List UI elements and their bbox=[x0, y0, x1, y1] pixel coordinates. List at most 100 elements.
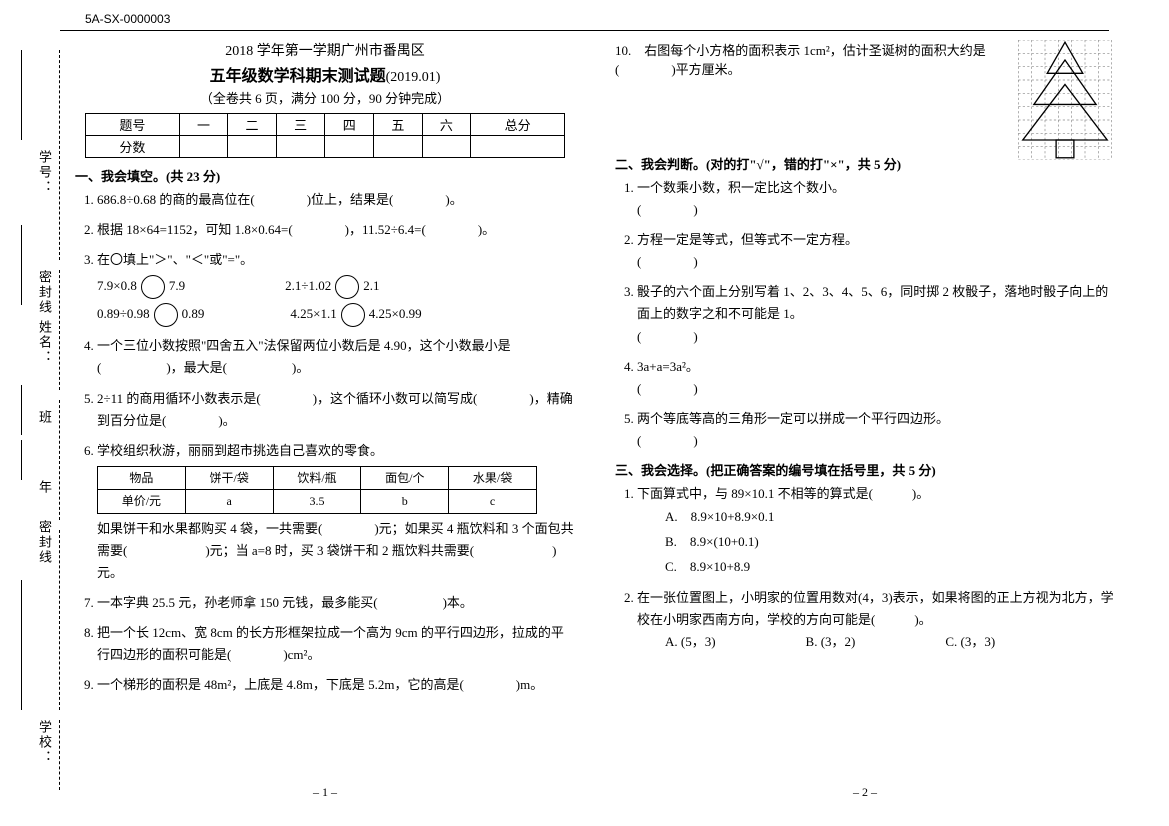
cell: 饼干/袋 bbox=[185, 466, 273, 489]
choice-c: C. 8.9×10+8.9 bbox=[665, 555, 1115, 580]
binding-margin: 学号： 密封线 姓名： 班 年 密封线 学校： bbox=[15, 40, 65, 806]
table-row: 题号 一 二 三 四 五 六 总分 bbox=[86, 114, 565, 136]
q8: 把一个长 12cm、宽 8cm 的长方形框架拉成一个高为 9cm 的平行四边形，… bbox=[97, 622, 575, 666]
cell: 总分 bbox=[471, 114, 565, 136]
q10-text: 右图每个小方格的面积表示 1cm²，估计圣诞树的面积大约是( )平方厘米。 bbox=[615, 43, 986, 77]
title-main: 五年级数学科期末测试题 bbox=[210, 68, 386, 85]
page-number-2: – 2 – bbox=[615, 785, 1115, 800]
tree-figure bbox=[1015, 40, 1115, 160]
judge-paren[interactable]: ( ) bbox=[637, 430, 1115, 452]
goods-table: 物品 饼干/袋 饮料/瓶 面包/个 水果/袋 单价/元 a 3.5 b c bbox=[97, 466, 537, 514]
judge-paren[interactable]: ( ) bbox=[637, 251, 1115, 273]
cell: b bbox=[361, 490, 449, 513]
q10: 10. 右图每个小方格的面积表示 1cm²，估计圣诞树的面积大约是( )平方厘米… bbox=[615, 40, 995, 78]
page-number-1: – 1 – bbox=[75, 785, 575, 800]
cell: 五 bbox=[374, 114, 423, 136]
label-xuehao: 学号： bbox=[35, 150, 54, 195]
choice-b: B. (3，2) bbox=[806, 631, 856, 653]
q3-rhs: 0.89 bbox=[182, 306, 205, 321]
choice-stem: 在一张位置图上，小明家的位置用数对(4，3)表示，如果将图的正上方视为北方，学校… bbox=[637, 587, 1115, 631]
label-xingming: 姓名： bbox=[35, 320, 54, 365]
cell: 物品 bbox=[98, 466, 186, 489]
cell: 水果/袋 bbox=[449, 466, 537, 489]
compare-circle[interactable] bbox=[141, 275, 165, 299]
judge-paren[interactable]: ( ) bbox=[637, 326, 1115, 348]
judge-text: 3a+a=3a²。 bbox=[637, 356, 1115, 378]
section-1-title: 一、我会填空。(共 23 分) bbox=[75, 166, 575, 185]
page-2: 10. 右图每个小方格的面积表示 1cm²，估计圣诞树的面积大约是( )平方厘米… bbox=[615, 40, 1115, 800]
cell[interactable] bbox=[325, 136, 374, 158]
choice-c: C. (3，3) bbox=[945, 631, 995, 653]
q9: 一个梯形的面积是 48m²，上底是 4.8m，下底是 5.2m，它的高是( )m… bbox=[97, 674, 575, 696]
q5: 2÷11 的商用循环小数表示是( )，这个循环小数可以简写成( )，精确到百分位… bbox=[97, 388, 575, 432]
q3-rhs: 2.1 bbox=[363, 278, 379, 293]
section-2-list: 一个数乘小数，积一定比这个数小。 ( ) 方程一定是等式，但等式不一定方程。 (… bbox=[615, 177, 1115, 452]
title-date: (2019.01) bbox=[386, 70, 441, 85]
label-ban: 班 bbox=[35, 410, 54, 425]
j5: 两个等底等高的三角形一定可以拼成一个平行四边形。 ( ) bbox=[637, 408, 1115, 452]
cell[interactable] bbox=[374, 136, 423, 158]
j3: 骰子的六个面上分别写着 1、2、3、4、5、6，同时掷 2 枚骰子，落地时骰子向… bbox=[637, 281, 1115, 347]
cell: 面包/个 bbox=[361, 466, 449, 489]
cell: 一 bbox=[179, 114, 228, 136]
compare-circle[interactable] bbox=[341, 303, 365, 327]
cell: 六 bbox=[422, 114, 471, 136]
label-xuexiao: 学校： bbox=[35, 720, 54, 765]
q6: 学校组织秋游，丽丽到超市挑选自己喜欢的零食。 物品 饼干/袋 饮料/瓶 面包/个… bbox=[97, 440, 575, 584]
compare-circle[interactable] bbox=[335, 275, 359, 299]
cell[interactable] bbox=[228, 136, 277, 158]
cell: 3.5 bbox=[273, 490, 361, 513]
choice-a: A. (5，3) bbox=[665, 631, 716, 653]
title-line-2: 五年级数学科期末测试题(2019.01) bbox=[75, 62, 575, 86]
cell: 二 bbox=[228, 114, 277, 136]
score-table: 题号 一 二 三 四 五 六 总分 分数 bbox=[85, 113, 565, 158]
cell[interactable] bbox=[276, 136, 325, 158]
choice-b: B. 8.9×(10+0.1) bbox=[665, 530, 1115, 555]
choice-stem: 下面算式中，与 89×10.1 不相等的算式是( )。 bbox=[637, 483, 1115, 505]
table-row: 单价/元 a 3.5 b c bbox=[98, 490, 537, 513]
q7: 一本字典 25.5 元，孙老师拿 150 元钱，最多能买( )本。 bbox=[97, 592, 575, 614]
compare-circle[interactable] bbox=[154, 303, 178, 327]
table-row: 分数 bbox=[86, 136, 565, 158]
judge-text: 骰子的六个面上分别写着 1、2、3、4、5、6，同时掷 2 枚骰子，落地时骰子向… bbox=[637, 281, 1115, 325]
title-line-3: （全卷共 6 页，满分 100 分，90 分钟完成） bbox=[75, 88, 575, 107]
q3-rhs: 7.9 bbox=[169, 278, 185, 293]
q3-lhs: 2.1÷1.02 bbox=[285, 278, 331, 293]
cell[interactable] bbox=[471, 136, 565, 158]
section-3-list: 下面算式中，与 89×10.1 不相等的算式是( )。 A. 8.9×10+8.… bbox=[615, 483, 1115, 653]
cell[interactable] bbox=[179, 136, 228, 158]
q4: 一个三位小数按照"四舍五入"法保留两位小数后是 4.90，这个小数最小是( )，… bbox=[97, 335, 575, 379]
c1: 下面算式中，与 89×10.1 不相等的算式是( )。 A. 8.9×10+8.… bbox=[637, 483, 1115, 579]
q3-rhs: 4.25×0.99 bbox=[369, 306, 422, 321]
judge-text: 一个数乘小数，积一定比这个数小。 bbox=[637, 177, 1115, 199]
top-rule bbox=[60, 30, 1109, 31]
q3-lhs: 4.25×1.1 bbox=[290, 306, 336, 321]
doc-id: 5A-SX-0000003 bbox=[85, 12, 170, 26]
judge-text: 方程一定是等式，但等式不一定方程。 bbox=[637, 229, 1115, 251]
j4: 3a+a=3a²。 ( ) bbox=[637, 356, 1115, 400]
cell: 三 bbox=[276, 114, 325, 136]
q3: 在〇填上"＞"、"＜"或"="。 7.9×0.87.9 2.1÷1.022.1 … bbox=[97, 249, 575, 327]
cell[interactable] bbox=[422, 136, 471, 158]
title-line-1: 2018 学年第一学期广州市番禺区 bbox=[75, 40, 575, 60]
label-nian: 年 bbox=[35, 480, 54, 495]
judge-paren[interactable]: ( ) bbox=[637, 199, 1115, 221]
q3-lhs: 7.9×0.8 bbox=[97, 278, 137, 293]
q2: 根据 18×64=1152，可知 1.8×0.64=( )，11.52÷6.4=… bbox=[97, 219, 575, 241]
q6-tail: 如果饼干和水果都购买 4 袋，一共需要( )元；如果买 4 瓶饮料和 3 个面包… bbox=[97, 518, 575, 584]
judge-paren[interactable]: ( ) bbox=[637, 378, 1115, 400]
choice-a: A. 8.9×10+8.9×0.1 bbox=[665, 505, 1115, 530]
page-1: 2018 学年第一学期广州市番禺区 五年级数学科期末测试题(2019.01) （… bbox=[75, 40, 575, 800]
q3-stem: 在〇填上"＞"、"＜"或"="。 bbox=[97, 249, 575, 271]
q6-stem: 学校组织秋游，丽丽到超市挑选自己喜欢的零食。 bbox=[97, 440, 575, 462]
j2: 方程一定是等式，但等式不一定方程。 ( ) bbox=[637, 229, 1115, 273]
cell: 四 bbox=[325, 114, 374, 136]
cell: 饮料/瓶 bbox=[273, 466, 361, 489]
title-block: 2018 学年第一学期广州市番禺区 五年级数学科期末测试题(2019.01) （… bbox=[75, 40, 575, 107]
cell: 题号 bbox=[86, 114, 180, 136]
section-1-list: 686.8÷0.68 的商的最高位在( )位上，结果是( )。 根据 18×64… bbox=[75, 189, 575, 696]
label-mifeng-2: 密封线 bbox=[35, 520, 54, 565]
label-mifeng-1: 密封线 bbox=[35, 270, 54, 315]
section-3-title: 三、我会选择。(把正确答案的编号填在括号里，共 5 分) bbox=[615, 460, 1115, 479]
cell: a bbox=[185, 490, 273, 513]
